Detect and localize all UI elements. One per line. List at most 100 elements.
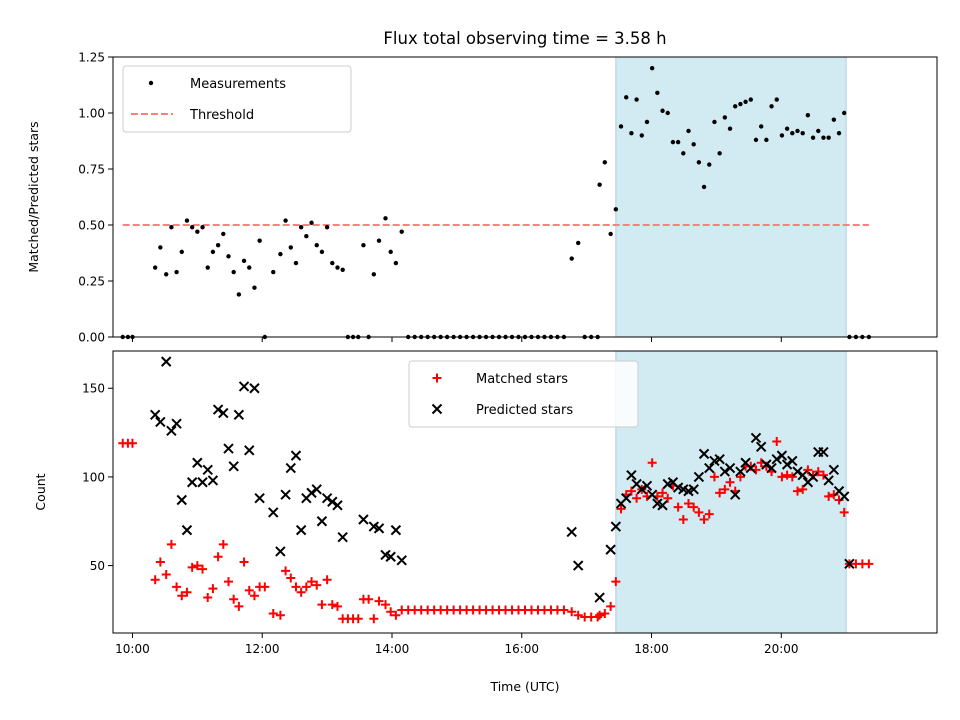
data-point (127, 438, 137, 448)
data-point (319, 249, 325, 255)
data-point (189, 225, 195, 230)
data-point (317, 600, 327, 610)
data-point (213, 552, 223, 562)
data-point (160, 356, 172, 367)
data-point (787, 455, 798, 467)
data-point (233, 409, 245, 421)
data-point (649, 66, 655, 71)
data-point (818, 446, 829, 458)
data-point (839, 507, 849, 517)
data-point (171, 418, 182, 429)
data-point (681, 151, 686, 156)
data-point (169, 225, 174, 230)
data-point (576, 240, 581, 246)
data-point (675, 139, 681, 145)
data-point (200, 225, 205, 230)
data-point (374, 596, 384, 606)
data-point (606, 601, 616, 611)
data-point (733, 104, 738, 109)
x-tick-label: 16:00 (504, 642, 539, 656)
y-tick-label: 0.50 (78, 219, 105, 233)
data-point (181, 524, 193, 536)
data-point (864, 559, 874, 569)
data-point (750, 432, 762, 444)
x-tick-label: 14:00 (375, 642, 410, 656)
data-point (647, 458, 657, 468)
data-point (381, 600, 391, 610)
x-axis-label: Time (UTC) (489, 679, 559, 694)
legend-label-measurements: Measurements (190, 77, 286, 92)
data-point (393, 260, 399, 266)
data-point (758, 124, 764, 129)
data-point (566, 526, 577, 538)
data-point (724, 462, 736, 474)
data-point (660, 108, 665, 113)
data-point (337, 532, 348, 543)
chart-title: Flux total observing time = 3.58 h (383, 29, 666, 48)
data-point (174, 269, 179, 275)
data-point (234, 601, 244, 611)
data-point (810, 135, 816, 140)
data-point (715, 488, 725, 498)
star-count-panel: 50 100 150 10:00 12:00 14:00 16:00 18:00 20:00 Co… (33, 350, 938, 694)
data-point (743, 99, 748, 105)
data-point (390, 524, 402, 536)
data-point (798, 484, 808, 494)
data-point (321, 493, 333, 504)
data-point (605, 544, 616, 555)
data-point (311, 484, 322, 495)
data-point (766, 462, 777, 474)
data-point (376, 238, 382, 243)
legend-box (408, 360, 639, 428)
data-point (686, 128, 691, 134)
data-point (704, 509, 714, 519)
data-point (610, 521, 622, 532)
data-point (608, 231, 613, 237)
data-point (186, 477, 198, 488)
y-tick-label: 0.00 (78, 331, 105, 345)
data-point (383, 216, 388, 221)
data-point (205, 265, 210, 270)
data-point (218, 407, 229, 419)
data-point (626, 486, 636, 496)
data-point (296, 587, 306, 597)
data-point (285, 462, 296, 474)
data-point (304, 234, 309, 239)
data-point (769, 104, 774, 109)
data-point (280, 489, 291, 500)
data-point (152, 265, 158, 270)
data-point (254, 493, 265, 504)
data-point (260, 582, 270, 592)
data-point (340, 267, 345, 272)
data-point (613, 207, 619, 212)
data-point (836, 130, 842, 136)
y-tick-label: 1.25 (78, 51, 105, 65)
data-point (655, 90, 660, 96)
data-point (678, 514, 688, 524)
data-point (597, 182, 602, 187)
data-point (314, 242, 319, 248)
data-point (316, 516, 328, 527)
data-point (236, 292, 242, 297)
data-point (182, 587, 192, 597)
data-point (306, 487, 317, 499)
data-point (275, 546, 286, 557)
data-point (361, 242, 366, 248)
legend-label-matched: Matched stars (476, 372, 568, 387)
data-point (781, 459, 793, 470)
data-point (720, 484, 730, 494)
y-tick-label: 1.00 (78, 107, 105, 121)
data-point (215, 242, 221, 248)
x-tick-label: 12:00 (245, 642, 280, 656)
data-point (166, 425, 177, 437)
data-point (155, 557, 165, 567)
data-point (226, 254, 231, 259)
data-point (229, 594, 239, 604)
data-point (821, 135, 826, 140)
data-point (693, 471, 705, 483)
data-point (369, 614, 379, 624)
x-tick-label: 18:00 (634, 642, 669, 656)
data-point (618, 124, 624, 129)
data-point (689, 502, 699, 512)
data-point (309, 220, 314, 225)
